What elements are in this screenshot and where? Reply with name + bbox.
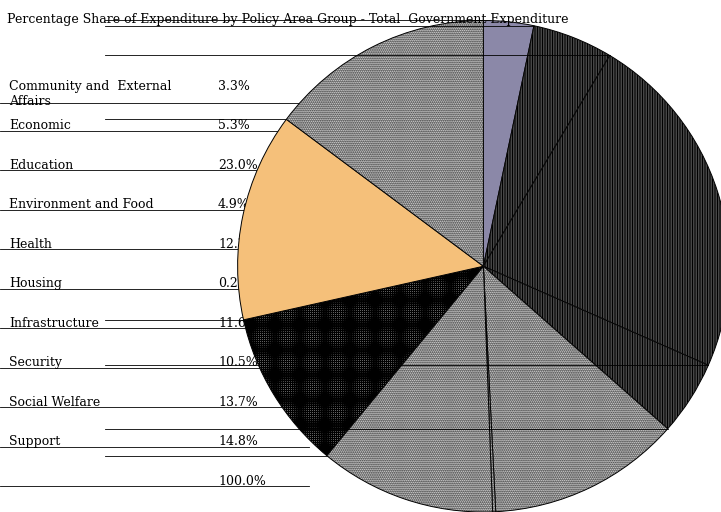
Wedge shape <box>483 26 610 266</box>
Text: Housing: Housing <box>9 278 62 290</box>
Wedge shape <box>483 266 496 512</box>
Text: 12.7%: 12.7% <box>218 238 257 251</box>
Text: 5.3%: 5.3% <box>218 119 249 132</box>
Text: 23.0%: 23.0% <box>218 159 258 172</box>
Text: 13.7%: 13.7% <box>218 396 258 409</box>
Text: 3.3%: 3.3% <box>218 80 250 93</box>
Text: Social Welfare: Social Welfare <box>9 396 100 409</box>
Wedge shape <box>327 266 492 512</box>
Wedge shape <box>238 119 483 320</box>
Text: Health: Health <box>9 238 52 251</box>
Wedge shape <box>483 266 668 511</box>
Text: 11.6%: 11.6% <box>218 317 258 330</box>
Text: Education: Education <box>9 159 74 172</box>
Text: Community and  External
Affairs: Community and External Affairs <box>9 80 172 108</box>
Text: 14.8%: 14.8% <box>218 435 258 449</box>
Wedge shape <box>483 266 708 429</box>
Wedge shape <box>286 20 483 266</box>
Wedge shape <box>483 20 534 266</box>
Text: 0.2%: 0.2% <box>218 278 249 290</box>
Text: Infrastructure: Infrastructure <box>9 317 99 330</box>
Text: 10.5%: 10.5% <box>218 356 258 369</box>
Wedge shape <box>244 266 483 456</box>
Text: Environment and Food: Environment and Food <box>9 198 154 211</box>
Text: Economic: Economic <box>9 119 71 132</box>
Text: Security: Security <box>9 356 62 369</box>
Text: Support: Support <box>9 435 61 449</box>
Text: Percentage Share of Expenditure by Policy Area Group - Total  Government Expendi: Percentage Share of Expenditure by Polic… <box>7 13 569 26</box>
Text: 100.0%: 100.0% <box>218 475 266 488</box>
Text: 4.9%: 4.9% <box>218 198 249 211</box>
Wedge shape <box>483 55 721 365</box>
